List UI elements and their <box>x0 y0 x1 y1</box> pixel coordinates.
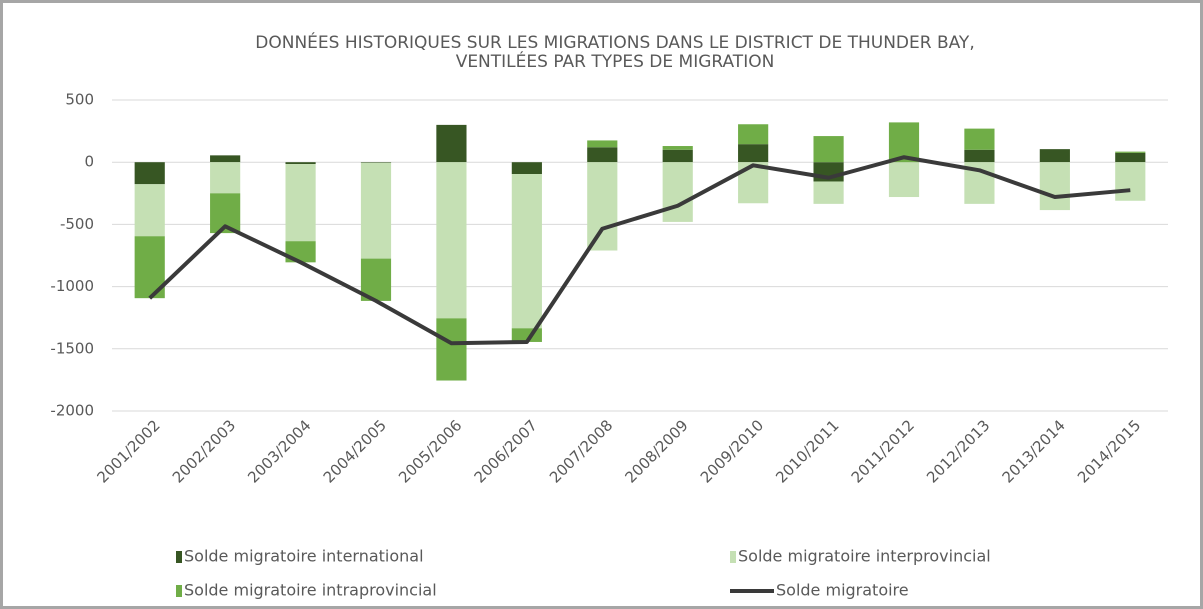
bar <box>587 162 618 251</box>
bar <box>436 318 467 381</box>
bar <box>813 136 844 163</box>
legend-swatch <box>176 551 182 563</box>
y-tick-label: 500 <box>65 91 94 109</box>
bar <box>210 162 241 194</box>
bar <box>662 146 693 150</box>
bar <box>964 128 995 150</box>
bar <box>1115 162 1146 201</box>
bar <box>134 162 165 185</box>
legend-swatch <box>176 585 182 597</box>
bar <box>511 162 542 175</box>
legend-label: Solde migratoire <box>776 581 909 600</box>
bar <box>587 140 618 148</box>
legend-swatch <box>730 551 736 563</box>
bar <box>662 162 693 222</box>
bar <box>662 149 693 163</box>
legend-label: Solde migratoire interprovincial <box>738 547 991 566</box>
legend-label: Solde migratoire international <box>184 547 424 566</box>
bar <box>888 162 920 198</box>
chart-title: VENTILÉES PAR TYPES DE MIGRATION <box>456 50 775 72</box>
line <box>148 155 1131 346</box>
bar <box>1039 149 1070 163</box>
legend-label: Solde migratoire intraprovincial <box>184 581 437 600</box>
bar <box>738 144 769 163</box>
bar <box>210 155 241 163</box>
y-tick-label: -1000 <box>50 277 94 295</box>
bar <box>285 164 316 242</box>
bar <box>511 174 542 329</box>
y-tick-label: -2000 <box>50 402 94 420</box>
bar <box>360 162 392 163</box>
y-tick-label: 0 <box>84 153 94 171</box>
bar <box>1039 162 1070 211</box>
bar <box>738 124 769 145</box>
bar <box>587 147 618 163</box>
bar <box>813 181 844 204</box>
bar <box>964 149 995 163</box>
bar <box>285 162 316 165</box>
bar <box>1115 152 1146 163</box>
bar <box>436 124 467 163</box>
bar <box>360 162 392 259</box>
bar <box>436 162 467 319</box>
y-tick-label: -500 <box>60 215 94 233</box>
bar <box>134 184 165 237</box>
chart-title: DONNÉES HISTORIQUES SUR LES MIGRATIONS D… <box>255 31 974 53</box>
y-tick-label: -1500 <box>50 339 94 357</box>
bar <box>1115 151 1146 153</box>
